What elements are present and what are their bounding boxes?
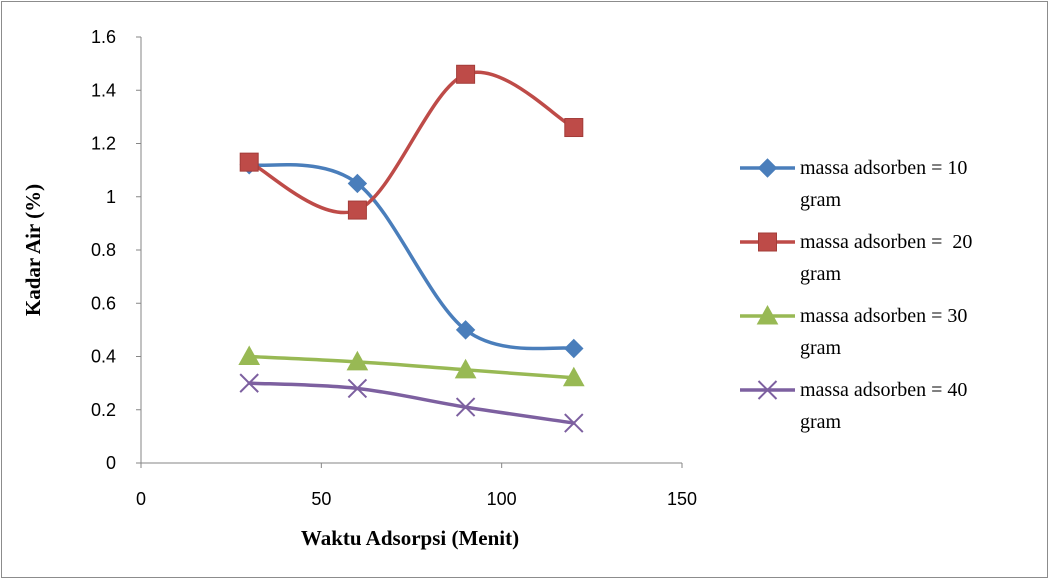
x-axis-title: Waktu Adsorpsi (Menit) xyxy=(301,526,519,550)
x-tick-label: 50 xyxy=(311,489,331,509)
legend-label: gram xyxy=(800,263,842,285)
legend-item-3: massa adsorben = 30 gram xyxy=(740,304,967,359)
data-point-series-2 xyxy=(347,200,367,220)
legend-label: massa adsorben = 30 xyxy=(800,305,967,327)
series-markers xyxy=(238,64,585,433)
data-point-series-1 xyxy=(455,320,476,340)
y-tick-label: 0.2 xyxy=(91,400,116,420)
x-tick-label: 100 xyxy=(487,489,517,509)
data-point-series-2 xyxy=(564,118,584,138)
legend-item-2: massa adsorben = 20 gram xyxy=(740,231,972,285)
data-point-series-1 xyxy=(347,173,368,194)
series-line-1 xyxy=(247,163,576,351)
x-tick-label: 0 xyxy=(136,489,146,509)
chart-axes: 0 0.2 0.4 0.6 0.8 1 1.2 1.4 1.6 0 50 100 150 xyxy=(91,27,697,509)
data-point-series-4 xyxy=(347,378,368,399)
y-tick-label: 1 xyxy=(106,187,116,207)
legend-label: gram xyxy=(800,189,842,211)
data-point-series-2 xyxy=(239,152,259,172)
data-point-series-3 xyxy=(454,358,477,379)
series-line-4 xyxy=(247,381,576,425)
legend-item-1: massa adsorben = 10 gram xyxy=(740,157,967,211)
series-lines xyxy=(247,70,576,425)
y-tick-label: 1.2 xyxy=(91,134,116,154)
y-axis-title: Kadar Air (%) xyxy=(21,184,45,316)
legend-label: gram xyxy=(800,411,842,433)
data-point-series-3 xyxy=(238,345,261,365)
data-point-series-1 xyxy=(564,338,584,359)
y-tick-label: 1.6 xyxy=(91,27,116,47)
legend-label: massa adsorben = 20 xyxy=(800,231,972,253)
legend-swatch-marker xyxy=(757,380,778,400)
data-point-series-4 xyxy=(239,373,259,393)
data-point-series-4 xyxy=(455,397,476,417)
legend-swatch-marker xyxy=(758,232,777,252)
y-tick-label: 1.4 xyxy=(91,80,116,100)
legend-swatch-marker xyxy=(756,304,779,325)
series-line-3 xyxy=(247,354,576,380)
y-tick-label: 0 xyxy=(106,453,116,473)
data-point-series-3 xyxy=(562,366,585,387)
series-line-2 xyxy=(247,70,576,215)
data-point-series-3 xyxy=(346,350,369,371)
y-tick-label: 0.4 xyxy=(91,347,116,367)
x-tick-label: 150 xyxy=(667,489,697,509)
data-point-series-2 xyxy=(456,64,476,84)
legend-label: gram xyxy=(800,337,842,359)
y-tick-label: 0.6 xyxy=(91,293,116,313)
legend-swatch-marker xyxy=(757,158,778,178)
data-point-series-4 xyxy=(564,413,584,433)
legend-label: massa adsorben = 40 xyxy=(800,379,967,401)
y-tick-label: 0.8 xyxy=(91,240,116,260)
legend-item-4: massa adsorben = 40 gram xyxy=(740,379,967,433)
legend-label: massa adsorben = 10 xyxy=(800,157,967,179)
